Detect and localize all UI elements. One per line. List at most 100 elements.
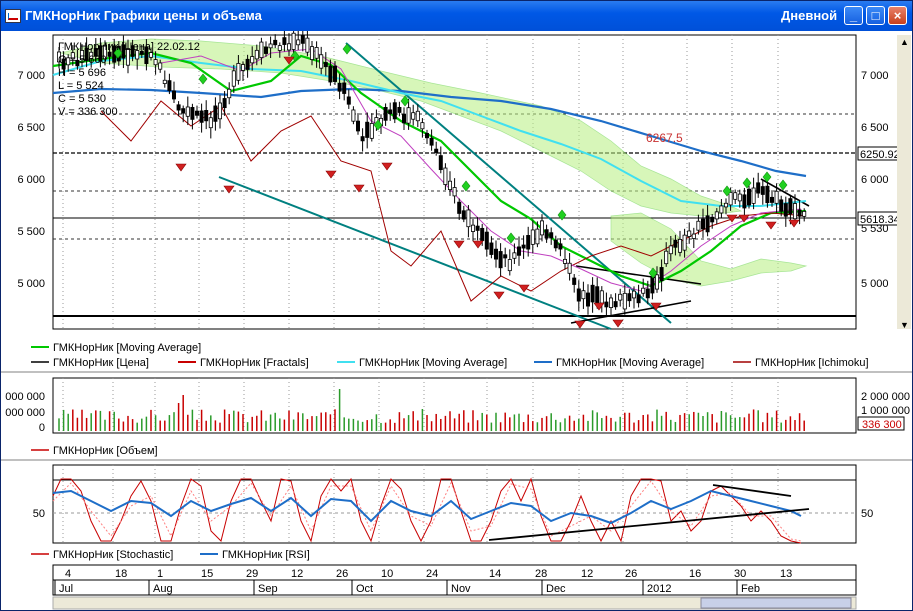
minimize-button[interactable]: _ xyxy=(844,6,863,25)
candle-body xyxy=(213,105,218,122)
price-legend: ГМКНорНик [Moving Average] ГМКНорНик [Це… xyxy=(31,342,869,369)
fractal-up-icon xyxy=(762,171,772,183)
trendline-upper[interactable] xyxy=(345,42,672,324)
candle-body xyxy=(517,246,522,256)
price-tick-7000: 7 000 xyxy=(17,70,45,82)
chart-area[interactable]: 7 000 6 500 6 000 5 500 5 000 7 000 6 50… xyxy=(1,31,912,610)
scroll-up-icon[interactable]: ▲ xyxy=(900,37,909,47)
candle-body xyxy=(788,198,793,215)
candle-body xyxy=(466,209,471,228)
candle-body xyxy=(355,120,360,132)
rsi-line[interactable] xyxy=(52,489,802,525)
candle-body xyxy=(489,242,494,255)
pattern-line-1[interactable] xyxy=(570,300,692,324)
fractal-up-icon xyxy=(648,267,658,279)
close-button[interactable]: × xyxy=(888,6,907,25)
candle-body xyxy=(424,132,429,139)
stochastic-signal[interactable] xyxy=(52,480,802,542)
day-label: 26 xyxy=(625,568,637,580)
candle-body xyxy=(75,59,80,67)
chart-canvas[interactable]: 7 000 6 500 6 000 5 500 5 000 7 000 6 50… xyxy=(1,31,912,610)
price-candles[interactable] xyxy=(57,31,807,317)
fractal-up-icon xyxy=(722,185,732,197)
candle-body xyxy=(268,43,273,49)
maximize-button[interactable]: □ xyxy=(866,6,885,25)
fractal-up-icon xyxy=(778,179,788,191)
candle-body xyxy=(176,104,181,111)
day-label: 4 xyxy=(65,568,71,580)
ma-green[interactable] xyxy=(52,51,807,288)
volume-bars[interactable] xyxy=(58,389,805,431)
chart-app-icon[interactable] xyxy=(5,9,21,23)
ma-blue[interactable] xyxy=(52,87,807,178)
candle-body xyxy=(710,216,715,223)
price-panel[interactable]: 7 000 6 500 6 000 5 500 5 000 7 000 6 50… xyxy=(17,31,911,330)
legend-ma-green: ГМКНорНик [Moving Average] xyxy=(53,342,201,354)
candle-body xyxy=(595,286,600,304)
candle-body xyxy=(558,243,563,250)
candle-body xyxy=(493,248,498,260)
candle-body xyxy=(613,301,618,308)
infobox-low: L = 5 524 xyxy=(58,80,104,92)
vol-tick-right-1: 2 000 000 xyxy=(861,391,910,403)
day-label: 12 xyxy=(291,568,303,580)
day-label: 12 xyxy=(581,568,593,580)
candle-body xyxy=(484,231,489,250)
candle-body xyxy=(365,121,370,138)
month-label: Feb xyxy=(741,583,760,595)
candle-body xyxy=(650,276,655,294)
candle-body xyxy=(259,41,264,59)
month-label: 2012 xyxy=(647,583,671,595)
fractal-down-icon xyxy=(175,163,187,172)
price-tick-right-7000: 7 000 xyxy=(861,70,889,82)
rsi-trendline[interactable] xyxy=(488,508,810,541)
candle-body xyxy=(687,230,692,237)
fractal-down-icon xyxy=(493,291,505,300)
stochastic-line[interactable] xyxy=(52,477,802,544)
fractal-markers[interactable] xyxy=(113,43,800,329)
title-bar[interactable]: ГМКНорНик Графики цены и объема Дневной … xyxy=(1,1,912,31)
candle-body xyxy=(291,32,296,50)
horizontal-scroll-thumb[interactable] xyxy=(700,597,852,609)
candle-body xyxy=(480,227,485,241)
candle-body xyxy=(411,112,416,120)
candle-body xyxy=(572,277,577,285)
candle-body xyxy=(397,106,402,113)
trendline-lower[interactable] xyxy=(218,176,612,330)
candle-body xyxy=(204,110,209,122)
osc-tick-right-50: 50 xyxy=(861,508,873,520)
candle-body xyxy=(57,51,62,63)
candle-body xyxy=(190,107,195,120)
candle-body xyxy=(609,297,614,308)
candle-body xyxy=(581,290,586,300)
candle-body xyxy=(98,45,103,62)
day-label: 28 xyxy=(535,568,547,580)
candle-body xyxy=(328,65,333,83)
candle-body xyxy=(802,211,807,217)
candle-body xyxy=(705,215,710,233)
rsi-resistance-line[interactable] xyxy=(712,484,792,497)
ma-cyan[interactable] xyxy=(52,54,807,207)
fractal-down-icon xyxy=(283,56,295,65)
volume-panel[interactable]: 000 000 000 000 0 2 000 000 1 000 000 33… xyxy=(1,371,912,457)
legend-rsi: ГМКНорНик [RSI] xyxy=(222,549,310,561)
candle-body xyxy=(392,102,397,120)
ichimoku-kijun[interactable] xyxy=(160,48,802,292)
price-tick-6500: 6 500 xyxy=(17,122,45,134)
oscillator-panel[interactable]: 50 50 ГМКНорНик [Stochastic] ГМКНорНик [… xyxy=(1,459,912,561)
pattern-line-2[interactable] xyxy=(575,265,702,285)
vol-tick-right-2: 1 000 000 xyxy=(861,405,910,417)
candle-body xyxy=(383,107,388,121)
time-axis-days: 4 18 1 15 29 12 26 10 24 14 28 12 26 16 30 13 xyxy=(65,568,792,580)
scroll-down-icon[interactable]: ▼ xyxy=(900,320,909,330)
candle-body xyxy=(760,186,765,195)
price-tick-right-6000: 6 000 xyxy=(861,174,889,186)
price-scrollbar[interactable] xyxy=(897,35,911,329)
candle-body xyxy=(678,239,683,253)
month-label: Aug xyxy=(153,583,173,595)
price-tick-right-5000: 5 000 xyxy=(861,278,889,290)
time-axis[interactable]: 4 18 1 15 29 12 26 10 24 14 28 12 26 16 30 13 Jul Aug Sep… xyxy=(52,564,857,610)
fractal-down-icon xyxy=(726,214,738,223)
candle-body xyxy=(447,180,452,191)
horizontal-scrollbar[interactable] xyxy=(52,596,857,610)
